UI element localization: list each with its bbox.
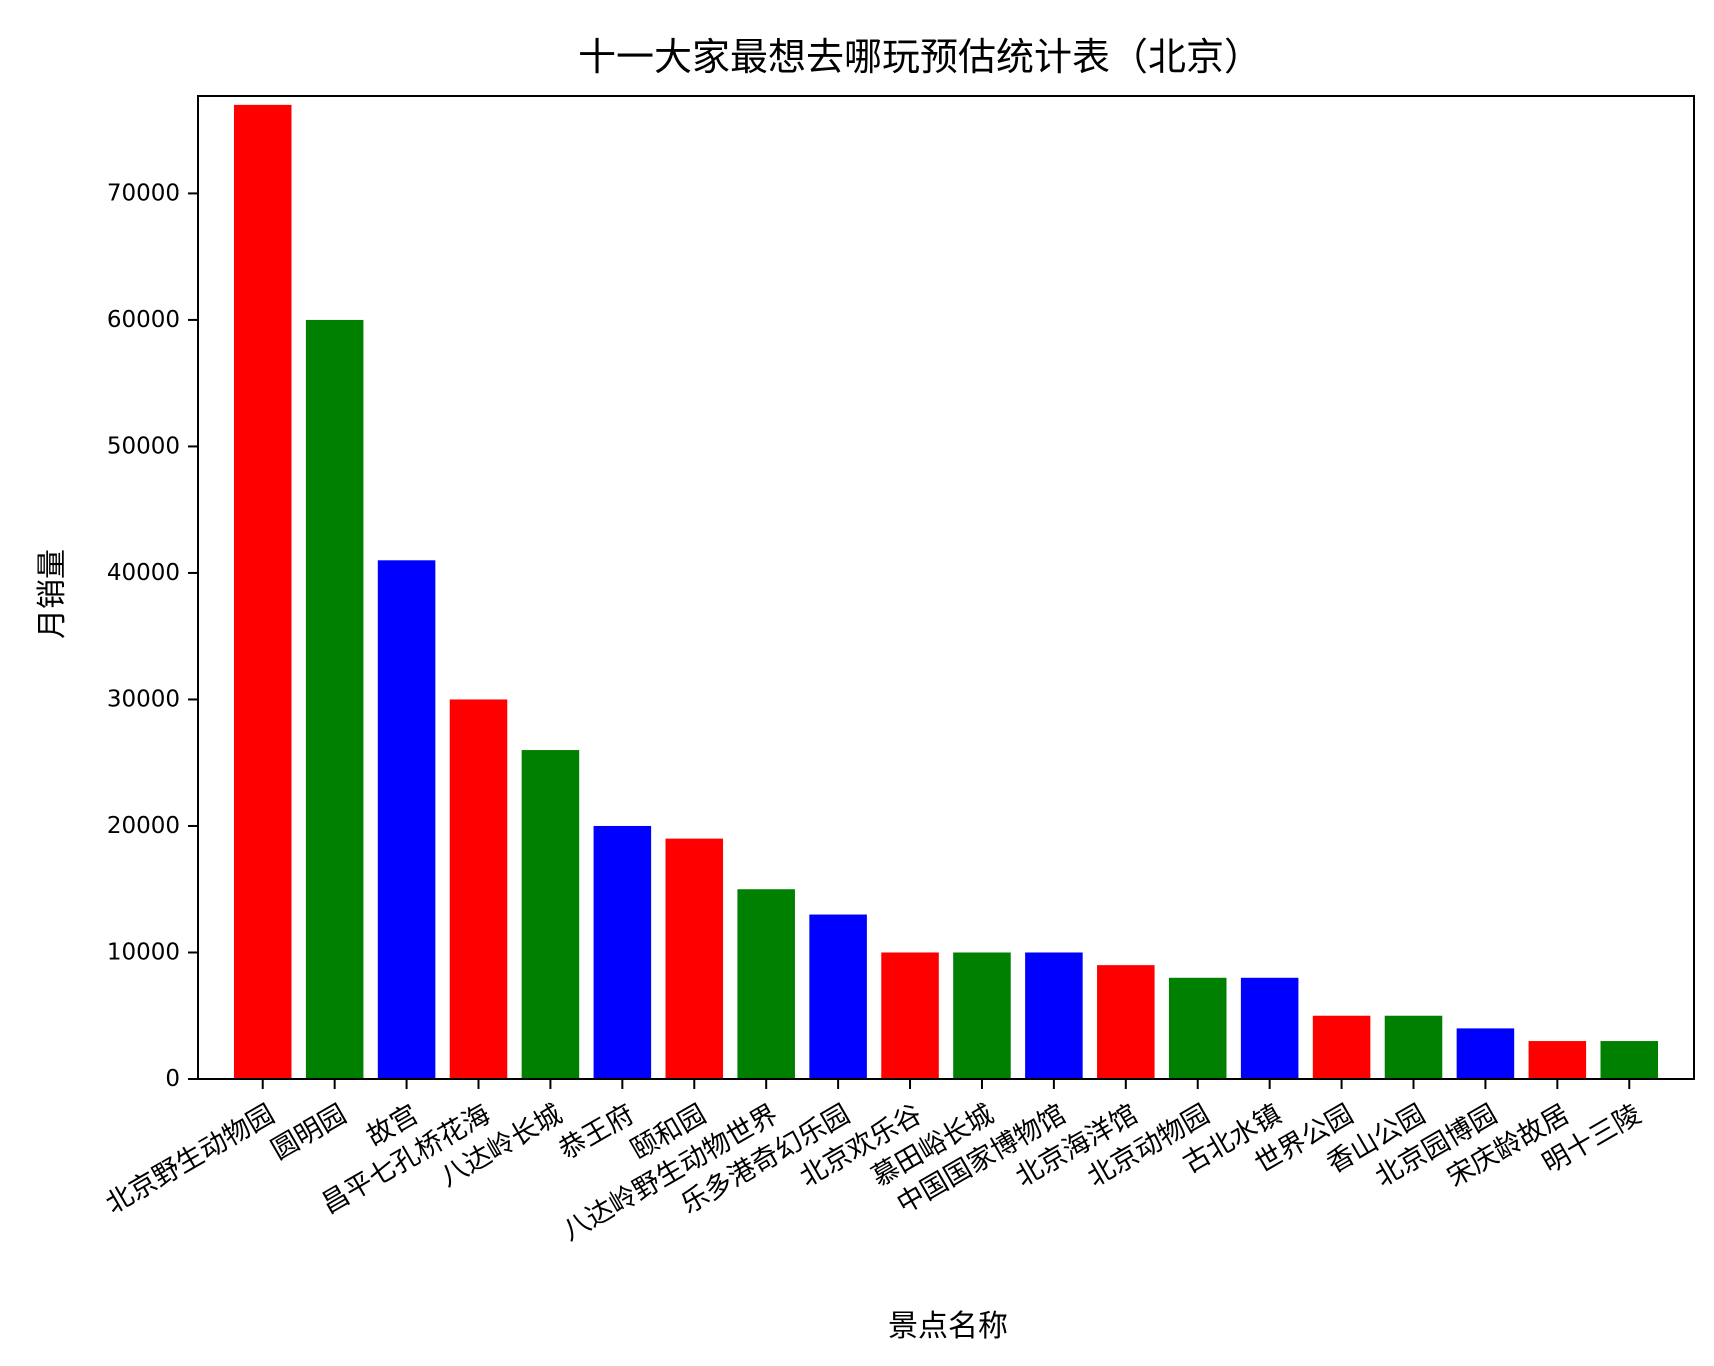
bar-6 xyxy=(593,825,652,1079)
y-tick-label: 30000 xyxy=(107,686,180,712)
y-tick-label: 50000 xyxy=(107,433,180,459)
x-tick-label: 北京野生动物园 xyxy=(101,1099,280,1220)
y-tick-label: 70000 xyxy=(107,180,180,206)
bar-2 xyxy=(305,319,364,1079)
bar-7 xyxy=(665,838,724,1079)
y-tick-label: 10000 xyxy=(107,939,180,965)
bar-15 xyxy=(1240,977,1299,1079)
bar-19 xyxy=(1528,1041,1587,1079)
bar-9 xyxy=(809,914,867,1079)
bar-18 xyxy=(1456,1028,1515,1079)
bar-5 xyxy=(521,750,580,1079)
bar-1 xyxy=(233,104,292,1080)
chart-title: 十一大家最想去哪玩预估统计表（北京） xyxy=(578,35,1262,79)
x-tick-label: 圆明园 xyxy=(266,1099,352,1166)
bar-20 xyxy=(1600,1041,1659,1079)
y-axis-label: 月销量 xyxy=(35,549,70,639)
bar-3 xyxy=(377,560,436,1079)
bar-12 xyxy=(1025,952,1083,1079)
bar-10 xyxy=(881,952,939,1079)
y-tick-label: 40000 xyxy=(107,560,180,586)
y-tick-label: 0 xyxy=(165,1066,180,1092)
bar-8 xyxy=(737,889,795,1079)
y-tick-label: 20000 xyxy=(107,813,180,839)
x-axis-label: 景点名称 xyxy=(888,1309,1008,1344)
plot-area-frame xyxy=(197,95,1695,1080)
bar-16 xyxy=(1312,1015,1371,1079)
bars-group xyxy=(233,104,1659,1080)
bar-17 xyxy=(1384,1015,1443,1079)
y-tick-label: 60000 xyxy=(107,307,180,333)
y-axis: 0 10000 20000 30000 40000 50000 60000 70000 xyxy=(107,180,198,1092)
bar-11 xyxy=(953,952,1011,1079)
x-tick-label: 恭王府 xyxy=(554,1099,640,1166)
bar-13 xyxy=(1097,965,1155,1079)
bar-4 xyxy=(449,699,508,1079)
bar-14 xyxy=(1168,977,1227,1079)
